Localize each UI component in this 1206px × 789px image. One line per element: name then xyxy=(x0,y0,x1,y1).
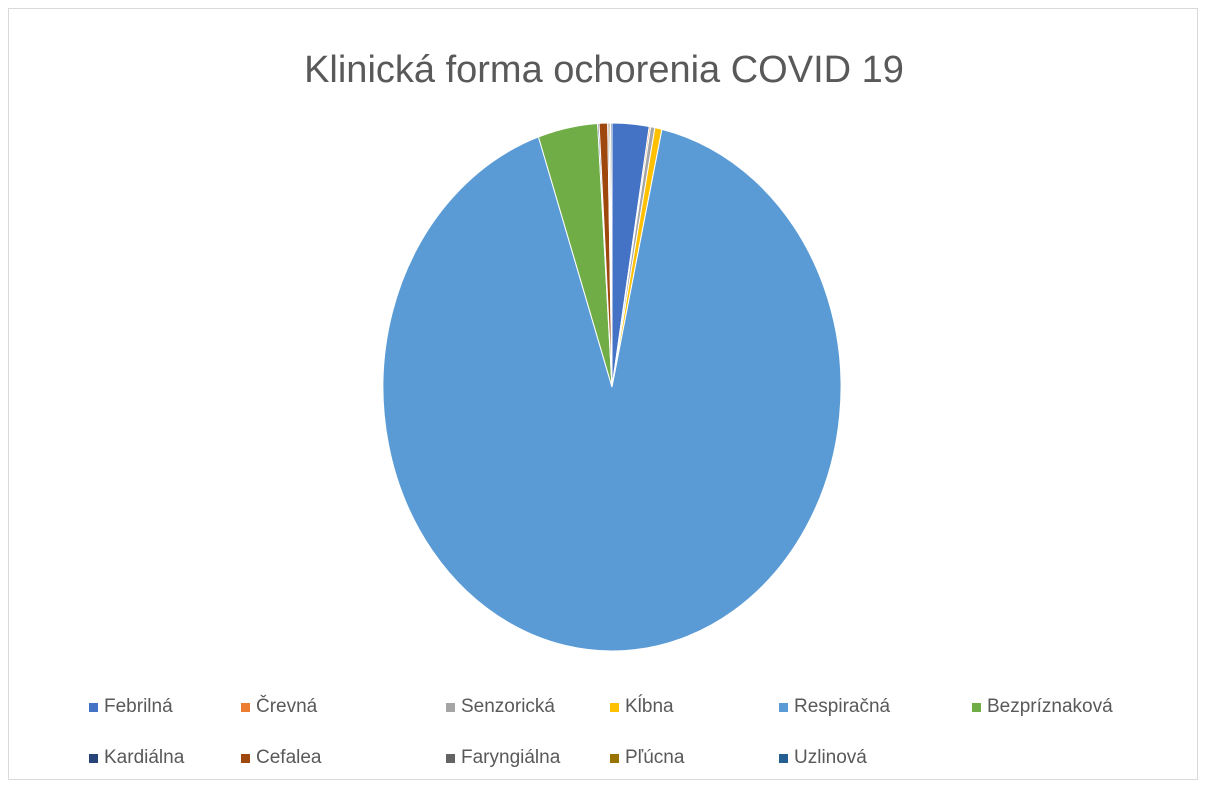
legend-label: Febrilná xyxy=(104,696,173,717)
legend-swatch xyxy=(610,702,619,712)
legend-swatch xyxy=(446,702,455,712)
legend-swatch xyxy=(779,753,788,763)
legend-item: Cefalea xyxy=(241,747,322,769)
chart-frame: Klinická forma ochorenia COVID 19 Febril… xyxy=(8,8,1198,780)
legend-swatch xyxy=(241,702,250,712)
legend-label: Respiračná xyxy=(794,696,891,717)
legend-label: Kĺbna xyxy=(625,696,674,717)
legend-item: Uzlinová xyxy=(779,747,867,769)
pie-chart xyxy=(382,122,842,652)
chart-title: Klinická forma ochorenia COVID 19 xyxy=(304,49,904,91)
legend-swatch xyxy=(89,702,98,712)
legend-swatch xyxy=(779,702,788,712)
legend-item: Senzorická xyxy=(446,696,555,718)
legend-swatch xyxy=(610,753,619,763)
legend-item: Respiračná xyxy=(779,696,890,718)
pie-slice-10 xyxy=(610,122,613,388)
legend-item: Kĺbna xyxy=(610,696,674,718)
legend-item: Črevná xyxy=(241,696,317,718)
legend-label: Kardiálna xyxy=(104,747,185,768)
legend-item: Kardiálna xyxy=(89,747,184,769)
legend-label: Uzlinová xyxy=(794,747,867,768)
legend-label: Faryngiálna xyxy=(461,747,561,768)
legend-swatch xyxy=(89,753,98,763)
legend-item: Faryngiálna xyxy=(446,747,560,769)
legend-label: Bezpríznaková xyxy=(987,696,1113,717)
legend-swatch xyxy=(241,753,250,763)
legend-label: Črevná xyxy=(256,696,318,717)
legend-item: Bezpríznaková xyxy=(972,696,1113,718)
legend-label: Senzorická xyxy=(461,696,555,717)
pie-slice-4 xyxy=(382,128,842,652)
legend-swatch xyxy=(446,753,455,763)
legend-item: Pľúcna xyxy=(610,747,684,769)
legend-label: Pľúcna xyxy=(625,747,685,768)
legend-swatch xyxy=(972,702,981,712)
legend-label: Cefalea xyxy=(256,747,322,768)
legend-item: Febrilná xyxy=(89,696,173,718)
